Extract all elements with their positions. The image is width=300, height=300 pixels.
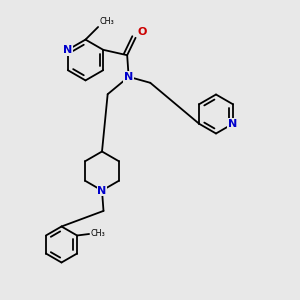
Text: N: N [63,45,73,55]
Text: CH₃: CH₃ [91,230,105,238]
Text: N: N [228,119,238,129]
Text: O: O [137,27,147,37]
Text: N: N [124,72,133,82]
Text: N: N [98,185,106,196]
Text: CH₃: CH₃ [100,17,115,26]
